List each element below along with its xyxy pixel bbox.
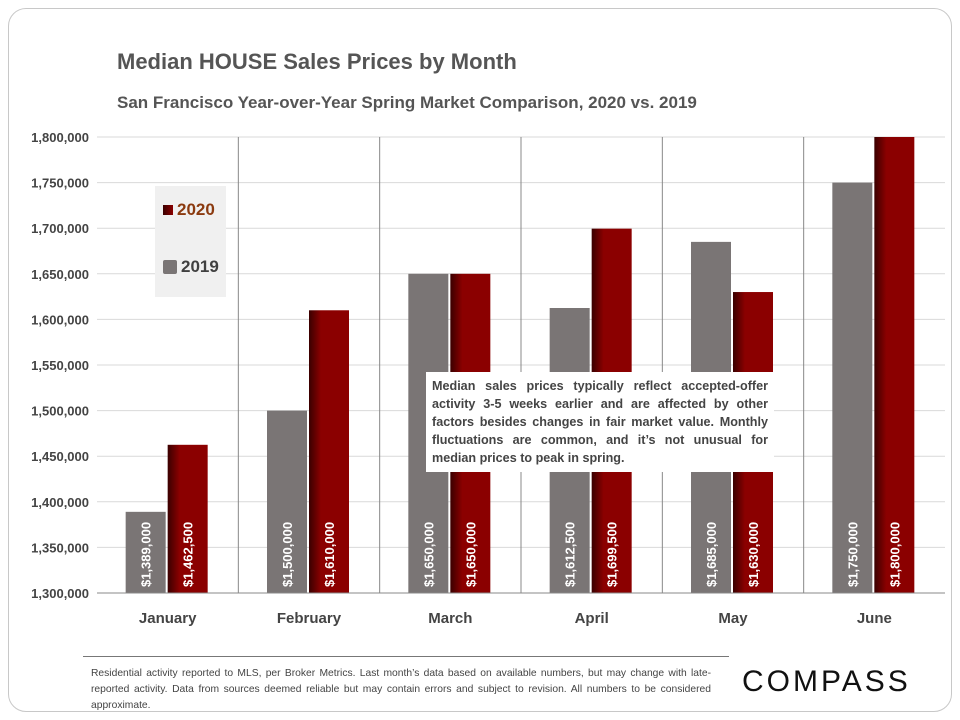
footer-disclaimer: Residential activity reported to MLS, pe…	[91, 668, 711, 711]
bar-data-label: $1,462,500	[181, 522, 196, 587]
chart-card: 1,300,000 1,350,000 1,400,000 1,450,000 1,50…	[8, 8, 952, 712]
legend-item-2020: 2020	[163, 200, 215, 220]
y-tick-label: 1,750,000	[31, 176, 89, 191]
legend-item-2019: 2019	[163, 257, 219, 277]
legend-label: 2019	[181, 257, 219, 276]
bar-2019	[125, 511, 166, 593]
y-tick-label: 1,350,000	[31, 540, 89, 555]
bar-data-label: $1,630,000	[746, 522, 761, 587]
bar-2020	[167, 444, 208, 593]
y-tick-label: 1,550,000	[31, 358, 89, 373]
chart-subtitle: San Francisco Year-over-Year Spring Mark…	[117, 93, 697, 112]
footer-divider	[83, 656, 729, 657]
compass-logo: COMPASS	[742, 665, 911, 698]
y-tick-label: 1,300,000	[31, 586, 89, 601]
legend: 2020 2019	[155, 186, 226, 297]
y-tick-label: 1,400,000	[31, 495, 89, 510]
bar-data-label: $1,610,000	[322, 522, 337, 587]
bar-2020	[874, 137, 915, 593]
bar-data-label: $1,750,000	[845, 522, 860, 587]
x-tick-label: January	[139, 610, 197, 627]
y-tick-label: 1,650,000	[31, 267, 89, 282]
bar-chart: 1,300,000 1,350,000 1,400,000 1,450,000 1,50…	[31, 130, 945, 627]
y-tick-label: 1,700,000	[31, 221, 89, 236]
x-tick-label: March	[428, 610, 472, 627]
bar-2020	[309, 310, 349, 593]
y-tick-label: 1,450,000	[31, 449, 89, 464]
x-tick-label: April	[575, 610, 609, 627]
bar-data-label: $1,650,000	[463, 522, 478, 587]
legend-swatch	[163, 205, 173, 215]
bar-data-label: $1,685,000	[704, 522, 719, 587]
bar-data-label: $1,800,000	[887, 522, 902, 587]
bar-data-label: $1,699,500	[605, 522, 620, 587]
y-tick-label: 1,800,000	[31, 130, 89, 145]
x-tick-label: February	[277, 610, 342, 627]
bar-2019	[832, 182, 873, 593]
x-tick-label: June	[857, 610, 892, 627]
bar-data-label: $1,650,000	[421, 522, 436, 587]
chart-title: Median HOUSE Sales Prices by Month	[117, 49, 517, 74]
y-tick-label: 1,500,000	[31, 404, 89, 419]
legend-label: 2020	[177, 200, 215, 219]
x-tick-label: May	[718, 610, 748, 627]
bar-data-label: $1,500,000	[280, 522, 295, 587]
annotation-box: Median sales prices typically reflect ac…	[426, 372, 774, 472]
bar-data-label: $1,612,500	[563, 522, 578, 587]
bar-data-label: $1,389,000	[139, 522, 154, 587]
legend-swatch	[163, 260, 177, 274]
bar-2019	[267, 410, 307, 593]
y-tick-label: 1,600,000	[31, 312, 89, 327]
